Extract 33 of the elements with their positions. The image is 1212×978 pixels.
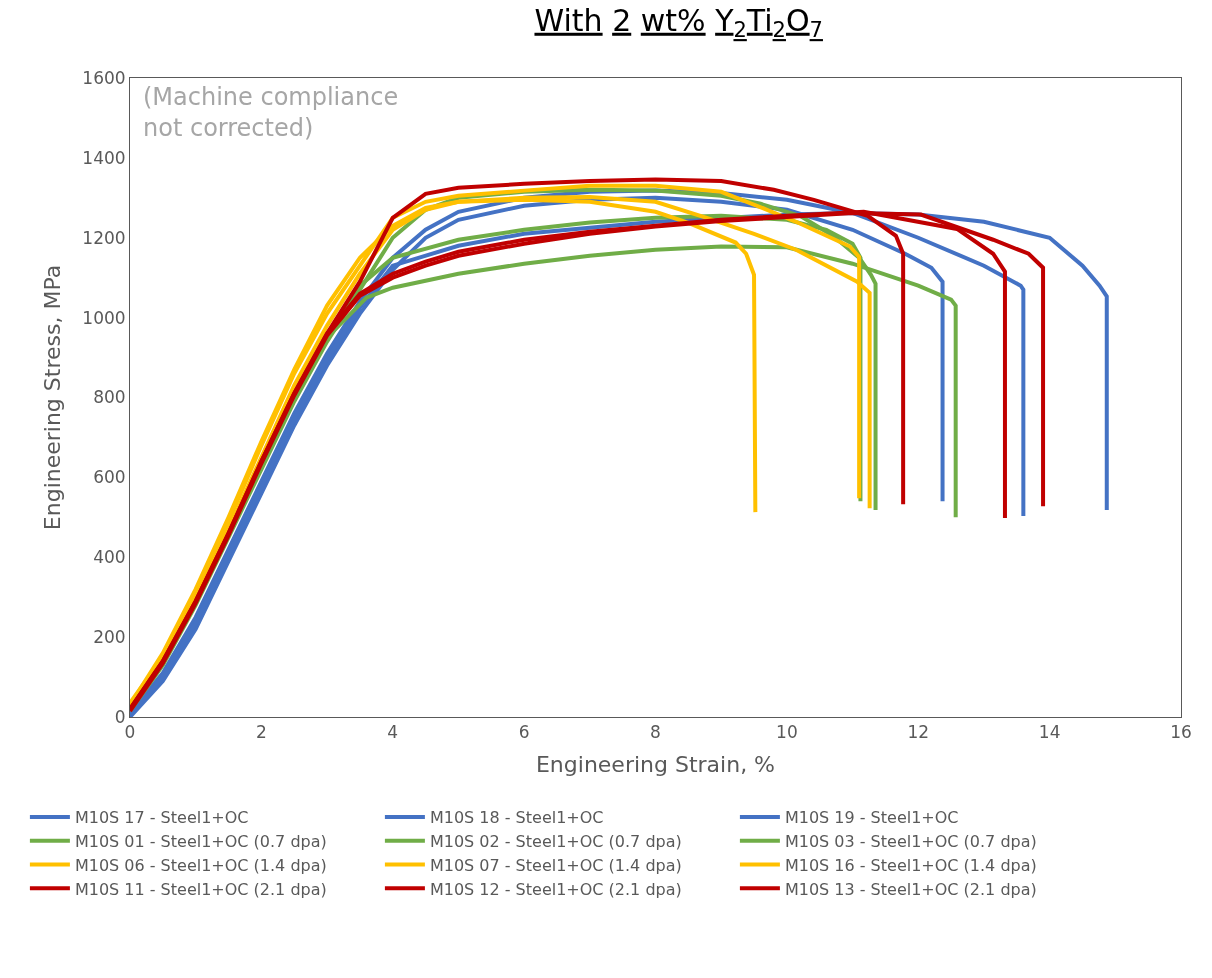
x-tick-label: 12 <box>907 722 930 743</box>
y-tick-label: 200 <box>93 627 126 648</box>
y-tick-label: 600 <box>93 467 126 488</box>
legend-label: M10S 07 - Steel1+OC (1.4 dpa) <box>429 855 682 875</box>
x-tick-label: 14 <box>1038 722 1061 743</box>
y-tick-label: 400 <box>93 547 126 568</box>
y-tick-label: 1200 <box>82 227 126 248</box>
y-tick-label: 1600 <box>82 67 126 88</box>
x-tick-label: 10 <box>776 722 798 743</box>
x-tick-label: 4 <box>387 722 399 743</box>
legend-label: M10S 11 - Steel1+OC (2.1 dpa) <box>74 879 327 899</box>
x-tick-label: 8 <box>650 722 661 743</box>
legend-label: M10S 18 - Steel1+OC <box>429 808 604 828</box>
legend-label: M10S 02 - Steel1+OC (0.7 dpa) <box>429 832 682 852</box>
legend-label: M10S 03 - Steel1+OC (0.7 dpa) <box>784 832 1037 852</box>
y-tick-label: 800 <box>93 387 126 408</box>
legend-label: M10S 01 - Steel1+OC (0.7 dpa) <box>74 832 327 852</box>
y-tick-label: 1000 <box>82 307 126 328</box>
legend-label: M10S 19 - Steel1+OC <box>784 808 959 828</box>
x-tick-label: 16 <box>1170 722 1192 743</box>
legend-label: M10S 13 - Steel1+OC (2.1 dpa) <box>784 879 1037 899</box>
legend-label: M10S 16 - Steel1+OC (1.4 dpa) <box>784 855 1037 875</box>
y-tick-label: 0 <box>114 706 126 727</box>
x-tick-label: 6 <box>518 722 530 743</box>
chart-title: With 2 wt% Y$_{2}$Ti$_{2}$O$_{7}$ <box>534 2 823 43</box>
legend-label: M10S 12 - Steel1+OC (2.1 dpa) <box>429 879 682 899</box>
x-axis-title: Engineering Strain, % <box>535 752 776 778</box>
legend-label: M10S 17 - Steel1+OC <box>74 808 249 828</box>
x-tick-label: 2 <box>255 722 267 743</box>
legend-label: M10S 06 - Steel1+OC (1.4 dpa) <box>74 855 327 875</box>
y-axis-title: Engineering Stress, MPa <box>40 264 66 531</box>
annotation: (Machine compliance not corrected) <box>143 83 399 143</box>
y-tick-label: 1400 <box>82 147 126 168</box>
